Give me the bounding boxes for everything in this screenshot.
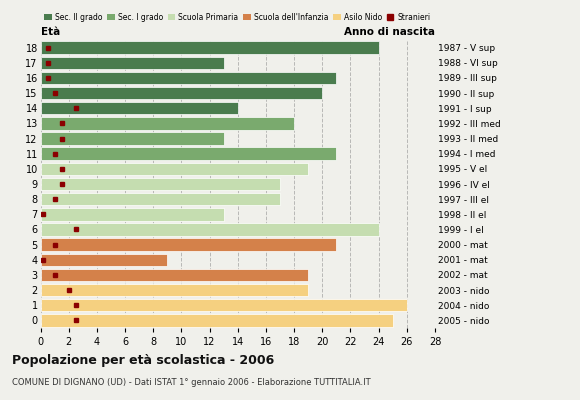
Bar <box>41 269 308 281</box>
Bar <box>41 178 280 190</box>
Text: Anno di nascita: Anno di nascita <box>344 27 435 37</box>
Text: COMUNE DI DIGNANO (UD) - Dati ISTAT 1° gennaio 2006 - Elaborazione TUTTITALIA.IT: COMUNE DI DIGNANO (UD) - Dati ISTAT 1° g… <box>12 378 370 387</box>
Bar <box>41 117 294 130</box>
Bar <box>41 72 336 84</box>
Bar <box>41 314 393 327</box>
Bar <box>41 132 224 145</box>
Text: Età: Età <box>41 27 60 37</box>
Bar <box>41 238 336 251</box>
Bar <box>41 208 224 220</box>
Bar <box>41 193 280 205</box>
Bar <box>41 56 224 69</box>
Bar <box>41 41 379 54</box>
Bar <box>41 223 379 236</box>
Bar <box>41 87 322 99</box>
Legend: Sec. II grado, Sec. I grado, Scuola Primaria, Scuola dell'Infanzia, Asilo Nido, : Sec. II grado, Sec. I grado, Scuola Prim… <box>45 13 430 22</box>
Bar <box>41 299 407 312</box>
Text: Popolazione per età scolastica - 2006: Popolazione per età scolastica - 2006 <box>12 354 274 367</box>
Bar <box>41 163 308 175</box>
Bar <box>41 254 168 266</box>
Bar <box>41 102 238 114</box>
Bar <box>41 148 336 160</box>
Bar <box>41 284 308 296</box>
